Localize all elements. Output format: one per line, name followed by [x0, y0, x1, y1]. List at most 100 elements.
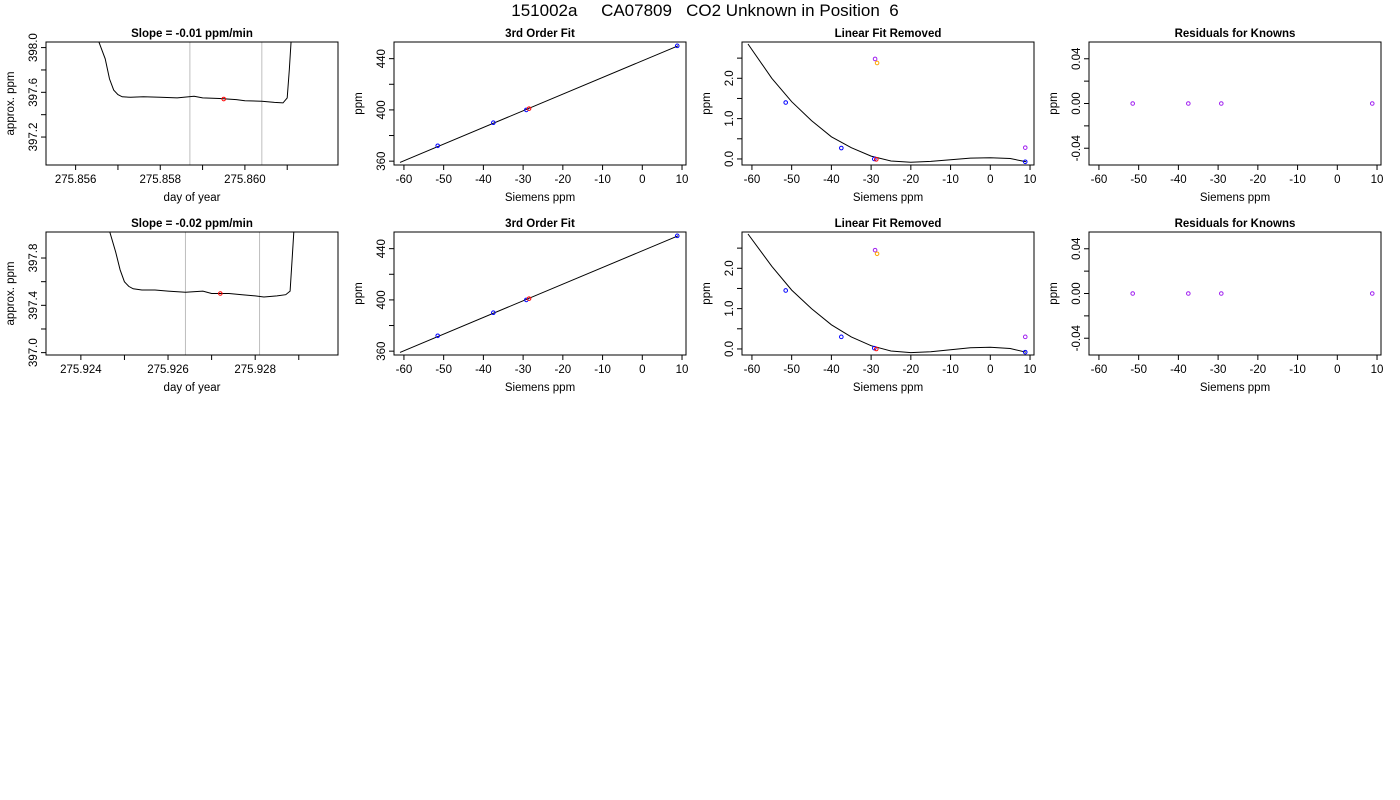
chart-r1c4-xlabel: Siemens ppm [1200, 192, 1270, 204]
chart-r2c2-xtick-label-0: -60 [396, 364, 413, 376]
chart-r1c4-point-2 [1218, 101, 1224, 106]
chart-r1c4-ytick-label-0: -0.04 [1071, 135, 1083, 162]
chart-r1c4-frame [1088, 41, 1382, 166]
chart-r2c3-point-5 [872, 247, 878, 253]
chart-r1c2-xtick-label-6: 0 [639, 174, 645, 186]
chart-r2c2-point-4 [674, 233, 680, 239]
chart-r1c2-ytick-label-0: 360 [376, 152, 388, 171]
chart-r1c2-xtick-label-1: -50 [435, 174, 452, 186]
chart-r2c4-xlabel: Siemens ppm [1200, 382, 1270, 394]
chart-r1c3: -60 -50 -40 -30 -20 -10 0 10 0.0 1.0 2.0 Linear Fit… [701, 28, 1036, 204]
chart-r2c1-xlabel: day of year [164, 382, 221, 394]
chart-r2c1-ytick-label-4: 397.8 [28, 244, 40, 273]
chart-r2c1-ytick-label-0: 397.0 [28, 338, 40, 367]
chart-r1c2-point-1 [491, 120, 496, 126]
chart-r1c3-point-7 [1022, 145, 1028, 150]
chart-r1c3-point-5 [872, 56, 878, 62]
chart-r1c2-point-4 [674, 43, 680, 49]
chart-r1c1-xtick-label-0: 275.856 [55, 174, 97, 186]
chart-r2c3-xtick-label-6: 0 [987, 364, 993, 376]
chart-r2c3: -60 -50 -40 -30 -20 -10 0 10 0.0 1.0 2.0 Linear Fit… [701, 218, 1036, 394]
chart-r1c2-title: 3rd Order Fit [505, 28, 575, 40]
chart-r2c1: 275.924 275.926 275.928 397.0 397.4 397.8 Slop… [5, 218, 339, 394]
chart-r2c4-point-2 [1218, 291, 1224, 296]
chart-r2c2-xtick-label-1: -50 [435, 364, 452, 376]
chart-r1c3-xtick-label-0: -60 [744, 174, 761, 186]
chart-r1c4-ytick-label-2: 0.00 [1071, 92, 1083, 114]
chart-r1c2-ytick-label-4: 440 [376, 49, 388, 68]
chart-r2c3-xtick-label-1: -50 [783, 364, 800, 376]
chart-r2c3-frame [741, 231, 1035, 356]
chart-r1c1-xtick-label-2: 275.858 [139, 174, 181, 186]
chart-r2c2-point-0 [435, 333, 441, 339]
chart-r2c1-series-line-0 [109, 232, 295, 298]
chart-r1c4-title: Residuals for Knowns [1175, 28, 1296, 40]
chart-r2c1-ylabel: approx. ppm [5, 262, 17, 326]
chart-r1c2-frame [393, 41, 687, 166]
chart-r2c4-ytick-label-2: 0.00 [1071, 282, 1083, 304]
chart-r2c3-point-3 [873, 346, 879, 352]
chart-r1c2-ylabel: ppm [353, 92, 365, 114]
chart-r2c2-point-3 [526, 296, 532, 301]
chart-r1c3-ylabel: ppm [701, 92, 713, 114]
chart-r1c3-xtick-label-2: -40 [823, 174, 840, 186]
chart-r2c3-ytick-label-2: 1.0 [724, 301, 736, 317]
chart-r2c3-point-0 [783, 288, 789, 293]
chart-r2c3-ytick-label-0: 0.0 [724, 341, 736, 357]
chart-r2c2-point-1 [491, 310, 496, 316]
chart-r1c3-xtick-label-3: -30 [863, 174, 880, 186]
chart-r1c3-frame [741, 41, 1035, 166]
chart-r2c2-xtick-label-2: -40 [475, 364, 492, 376]
chart-r2c2-ytick-label-4: 440 [376, 239, 388, 258]
chart-r1c4-xtick-label-1: -50 [1130, 174, 1147, 186]
chart-r2c3-xtick-label-2: -40 [823, 364, 840, 376]
chart-r2c4-xtick-label-2: -40 [1170, 364, 1187, 376]
page-title: 151002a CA07809 CO2 Unknown in Position … [511, 1, 899, 20]
chart-r1c1-title: Slope = -0.01 ppm/min [131, 28, 253, 40]
chart-r1c1-series-line-0 [98, 42, 292, 104]
chart-r1c3-xtick-label-7: 10 [1024, 174, 1037, 186]
chart-r1c2-xtick-label-2: -40 [475, 174, 492, 186]
chart-r2c4-xtick-label-3: -30 [1210, 364, 1227, 376]
chart-r2c1-ytick-label-2: 397.4 [28, 290, 40, 319]
chart-r1c2-series-line-0 [399, 45, 679, 163]
chart-r1c3-point-6 [874, 60, 880, 66]
chart-r2c3-ylabel: ppm [701, 282, 713, 304]
chart-r1c3-ytick-label-0: 0.0 [724, 151, 736, 167]
chart-r2c1-xtick-label-4: 275.928 [234, 364, 276, 376]
chart-r1c2-point-0 [435, 143, 441, 149]
chart-r1c3-xlabel: Siemens ppm [853, 192, 923, 204]
chart-r1c4-xtick-label-5: -10 [1289, 174, 1306, 186]
chart-r2c4-xtick-label-1: -50 [1130, 364, 1147, 376]
chart-r1c2-ytick-label-2: 400 [376, 100, 388, 119]
chart-r1c1-xlabel: day of year [164, 192, 221, 204]
chart-r2c4-xtick-label-6: 0 [1334, 364, 1340, 376]
chart-r2c3-point-7 [1022, 334, 1028, 340]
chart-r1c4-point-3 [1369, 101, 1375, 106]
chart-r1c4-xtick-label-7: 10 [1371, 174, 1384, 186]
chart-r2c1-title: Slope = -0.02 ppm/min [131, 218, 253, 230]
chart-r1c2-xtick-label-0: -60 [396, 174, 413, 186]
chart-r1c4-ylabel: ppm [1048, 92, 1060, 114]
chart-r1c2-xlabel: Siemens ppm [505, 192, 575, 204]
chart-r2c1-xtick-label-2: 275.926 [147, 364, 189, 376]
chart-r2c4-title: Residuals for Knowns [1175, 218, 1296, 230]
chart-r1c4-xtick-label-4: -20 [1250, 174, 1267, 186]
chart-r2c4: -60 -50 -40 -30 -20 -10 0 10 -0.04 0.00 0.04 Residu… [1048, 218, 1383, 394]
chart-r1c3-point-1 [839, 145, 844, 151]
chart-r2c3-xtick-label-0: -60 [744, 364, 761, 376]
chart-r2c3-xtick-label-3: -30 [863, 364, 880, 376]
chart-r2c2-ytick-label-2: 400 [376, 290, 388, 309]
chart-r1c3-title: Linear Fit Removed [835, 28, 942, 40]
chart-r2c2-xlabel: Siemens ppm [505, 382, 575, 394]
chart-r2c2: -60 -50 -40 -30 -20 -10 0 10 360 400 440 3rd Order … [353, 218, 688, 394]
chart-r2c3-xtick-label-5: -10 [942, 364, 959, 376]
chart-r2c4-point-3 [1369, 291, 1375, 296]
chart-r1c4-xtick-label-3: -30 [1210, 174, 1227, 186]
chart-r1c3-point-3 [873, 157, 879, 162]
chart-r2c2-ylabel: ppm [353, 282, 365, 304]
chart-r2c2-xtick-label-5: -10 [594, 364, 611, 376]
chart-r1c1-xtick-label-4: 275.860 [224, 174, 266, 186]
chart-r2c4-ylabel: ppm [1048, 282, 1060, 304]
